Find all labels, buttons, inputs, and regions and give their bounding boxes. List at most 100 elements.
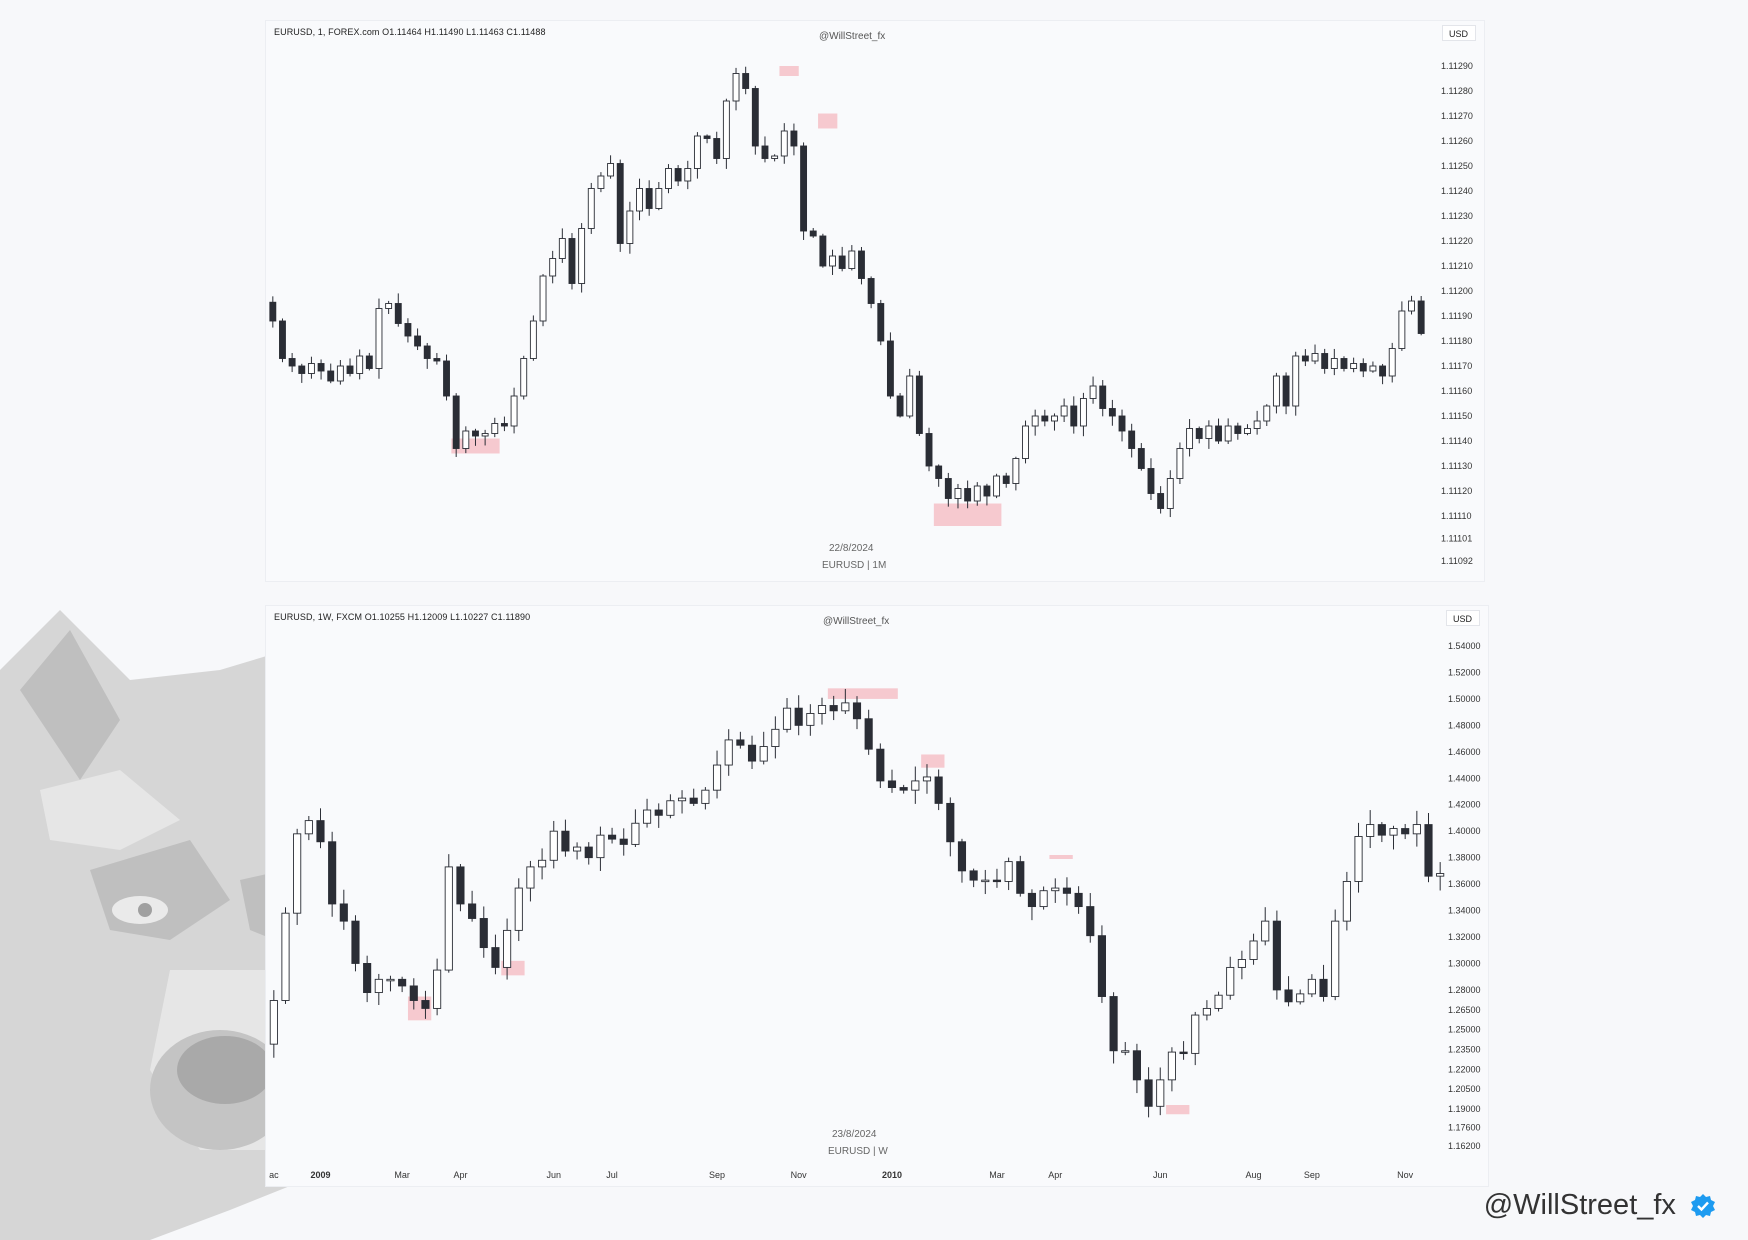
candle-body-down bbox=[829, 705, 838, 712]
candle-body-up bbox=[1156, 1079, 1165, 1107]
candle bbox=[944, 472, 952, 507]
candle bbox=[922, 764, 932, 794]
candle bbox=[1016, 855, 1025, 897]
candle-body-up bbox=[701, 789, 710, 804]
candle bbox=[1202, 1000, 1211, 1021]
candle-body-up bbox=[1121, 1050, 1130, 1053]
candle-body-up bbox=[1022, 425, 1029, 459]
candle bbox=[1224, 418, 1232, 445]
chart-panel-1m[interactable]: 1.11290 1.11280 1.11270 1.11260 1.11250 1.112… bbox=[265, 20, 1485, 582]
candle-body-down bbox=[1099, 385, 1107, 409]
y-tick-label: 1.36000 bbox=[1448, 879, 1481, 889]
candle-body-up bbox=[1051, 887, 1060, 892]
candle bbox=[983, 483, 991, 506]
candle-body-down bbox=[1086, 906, 1095, 937]
candle-body-up bbox=[780, 130, 788, 157]
candle-body-up bbox=[782, 707, 792, 730]
candle bbox=[1022, 420, 1029, 464]
candle bbox=[568, 233, 576, 290]
candle-body-down bbox=[1070, 405, 1078, 427]
candle bbox=[1369, 361, 1377, 373]
candle-body-up bbox=[307, 363, 315, 374]
candle-body-down bbox=[790, 130, 798, 147]
candle bbox=[1350, 357, 1358, 373]
candle bbox=[1051, 413, 1058, 431]
candle-body-down bbox=[433, 358, 441, 362]
candle bbox=[549, 820, 558, 869]
candle bbox=[1108, 399, 1116, 426]
candle-body-down bbox=[899, 787, 908, 791]
candle-body-down bbox=[468, 903, 477, 919]
candle-body-up bbox=[587, 188, 595, 229]
candle-body-down bbox=[317, 363, 325, 372]
currency-button[interactable]: USD bbox=[1442, 25, 1476, 41]
candle-body-down bbox=[946, 802, 955, 843]
y-tick-label: 1.26500 bbox=[1448, 1005, 1481, 1015]
candle-body-down bbox=[1132, 1050, 1141, 1081]
candle-body-down bbox=[568, 238, 576, 284]
candle bbox=[780, 123, 788, 164]
candle-body-down bbox=[584, 846, 593, 859]
candle-body-up bbox=[771, 728, 780, 747]
candle bbox=[520, 355, 528, 400]
candle-body-down bbox=[423, 345, 431, 359]
candle bbox=[356, 349, 364, 380]
candle bbox=[1074, 886, 1083, 914]
candle-body-up bbox=[993, 475, 1001, 497]
candle bbox=[899, 784, 908, 794]
candle-body-down bbox=[1128, 430, 1136, 449]
candle bbox=[1109, 992, 1118, 1064]
y-tick-label: 1.11190 bbox=[1441, 311, 1472, 321]
candle-body-down bbox=[279, 320, 286, 359]
candle bbox=[1249, 933, 1258, 965]
currency-button[interactable]: USD bbox=[1446, 610, 1480, 626]
candle-body-up bbox=[336, 365, 344, 382]
candle bbox=[1389, 825, 1398, 850]
candle-body-up bbox=[549, 258, 557, 277]
candle bbox=[365, 352, 373, 371]
x-tick-label: Mar bbox=[989, 1170, 1005, 1180]
candle-body-down bbox=[983, 485, 991, 497]
watermark: @WillStreet_fx bbox=[819, 31, 886, 42]
candle-body-up bbox=[526, 866, 535, 889]
candle-body-up bbox=[806, 713, 815, 726]
candlestick-plot-weekly[interactable]: 1.54000 1.52000 1.50000 1.48000 1.46000 1.440… bbox=[266, 606, 1488, 1186]
candle-body-down bbox=[896, 395, 904, 417]
chart-panel-weekly[interactable]: 1.54000 1.52000 1.50000 1.48000 1.46000 1.440… bbox=[265, 605, 1489, 1187]
candle bbox=[279, 318, 286, 363]
candle-body-up bbox=[1012, 458, 1020, 484]
candle bbox=[1027, 889, 1037, 921]
candle-body-up bbox=[1167, 1051, 1176, 1081]
candle-body-up bbox=[374, 978, 383, 994]
candle-body-up bbox=[1214, 994, 1223, 1009]
candle-body-down bbox=[363, 963, 372, 994]
candle-body-up bbox=[1354, 836, 1363, 882]
candle-body-down bbox=[864, 718, 873, 750]
candle-body-down bbox=[934, 776, 943, 804]
candle bbox=[1282, 372, 1290, 415]
y-tick-label: 1.11260 bbox=[1441, 136, 1473, 146]
candle-body-down bbox=[747, 744, 757, 762]
candle bbox=[1330, 348, 1338, 376]
y-tick-label: 1.22000 bbox=[1448, 1064, 1481, 1074]
candle-body-down bbox=[339, 903, 348, 922]
candle-body-down bbox=[394, 303, 402, 324]
highlight-zone bbox=[933, 503, 1002, 526]
candle-body-down bbox=[1062, 887, 1072, 894]
candle-body-up bbox=[1389, 828, 1398, 836]
candle-body-down bbox=[1157, 493, 1165, 509]
candle bbox=[1205, 420, 1213, 449]
candle bbox=[1340, 356, 1348, 372]
candle bbox=[608, 827, 617, 844]
candle bbox=[876, 743, 885, 789]
candle bbox=[414, 328, 422, 351]
x-tick-label: Aug bbox=[1246, 1170, 1262, 1180]
highlight-zone bbox=[1049, 854, 1073, 859]
candle-body-down bbox=[1234, 425, 1242, 434]
candlestick-plot-1m[interactable]: 1.11290 1.11280 1.11270 1.11260 1.11250 1.112… bbox=[266, 21, 1484, 581]
candle-body-down bbox=[925, 433, 933, 467]
candle bbox=[481, 429, 489, 446]
candle-body-up bbox=[293, 833, 302, 914]
candle bbox=[693, 132, 701, 179]
candle-body-down bbox=[443, 360, 450, 397]
